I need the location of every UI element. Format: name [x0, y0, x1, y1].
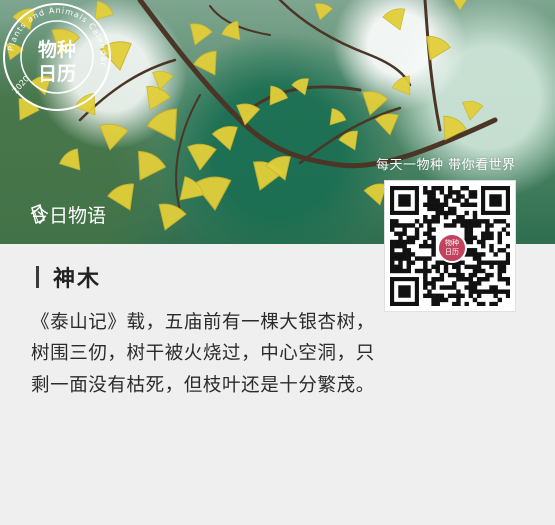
- ginkgo-leaf: [220, 19, 248, 47]
- ginkgo-leaf: [184, 21, 213, 49]
- stamp-line-1: 物种: [38, 38, 76, 61]
- ginkgo-leaf: [152, 201, 188, 235]
- ginkgo-leaf: [451, 0, 469, 10]
- qr-code[interactable]: 物种 日历: [385, 181, 515, 311]
- article-header: 神木: [36, 261, 101, 293]
- ginkgo-leaf: [145, 105, 190, 148]
- stamp-line-2: 日历: [38, 63, 76, 85]
- ginkgo-leaf: [382, 6, 411, 34]
- daily-quote-label: 今日物语: [30, 204, 106, 228]
- ginkgo-leaf: [106, 181, 143, 217]
- ginkgo-leaf: [460, 100, 484, 122]
- ginkgo-leaf: [323, 107, 348, 131]
- page-icon: [30, 204, 46, 224]
- ginkgo-leaf: [338, 129, 365, 155]
- promo-slogan: 每天一物种 带你看世界: [376, 154, 516, 173]
- ginkgo-leaf: [311, 2, 333, 23]
- species-calendar-stamp: Plants and Animals Calendar 2020 物种 日历: [0, 0, 114, 114]
- title-accent-bar: [36, 266, 39, 288]
- article-body: 《泰山记》载，五庙前有一棵大银杏树，树围三仞，树干被火烧过，中心空洞，只剩一面没…: [31, 307, 393, 401]
- ginkgo-leaf: [261, 84, 289, 111]
- qr-badge-line-1: 物种: [445, 239, 459, 248]
- ginkgo-leaf: [186, 143, 217, 171]
- ginkgo-leaf: [126, 148, 167, 188]
- ginkgo-leaf: [57, 146, 89, 177]
- article-title: 神木: [53, 261, 101, 293]
- ginkgo-leaf: [96, 122, 129, 152]
- qr-badge-line-2: 日历: [445, 248, 459, 257]
- ginkgo-leaf: [391, 74, 419, 101]
- qr-logo-badge: 物种 日历: [437, 233, 467, 263]
- ginkgo-leaf: [418, 33, 451, 65]
